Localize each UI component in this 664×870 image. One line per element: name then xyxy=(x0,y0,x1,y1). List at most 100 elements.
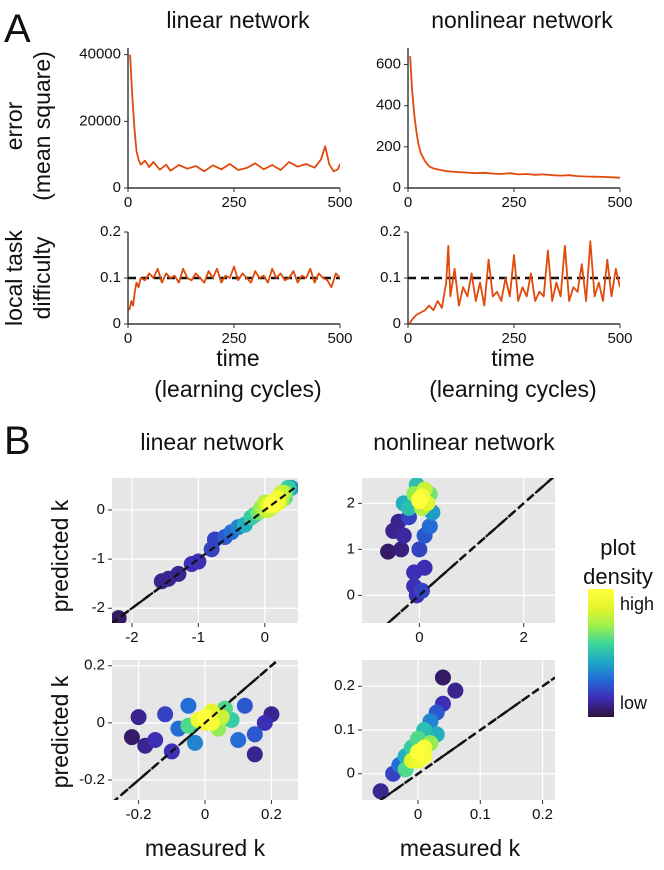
static-layer: A linear network nonlinear network error… xyxy=(1,7,654,861)
x-tick-label: 250 xyxy=(221,330,246,347)
plot-A-error-linear: 0 250 500 0 20000 40000 xyxy=(79,46,352,211)
scatter-point xyxy=(372,783,389,800)
series-line-difficulty xyxy=(128,265,340,311)
y-tick-label: 2 xyxy=(347,494,355,511)
plot-B-linear-bottom: -0.2 0 0.2 -0.2 0 0.2 xyxy=(79,657,298,823)
panel-b-ylabel-bottom: predicted k xyxy=(47,675,73,788)
plot-B-linear-top: -2 -1 0 -2 -1 0 xyxy=(92,478,298,646)
row-label-difficulty-line1: local task xyxy=(1,230,27,326)
panel-a-xlabel-nonlinear-line1: time xyxy=(491,345,534,371)
x-tick-label: 0.2 xyxy=(532,806,553,823)
x-tick-label: 0 xyxy=(414,806,422,823)
colorbar-title-line1: plot xyxy=(600,535,635,560)
y-tick-label: 0.2 xyxy=(100,223,121,240)
scatter-point xyxy=(434,669,451,686)
x-tick-label: 0 xyxy=(124,330,132,347)
scatter-point xyxy=(411,493,428,510)
panel-b-ylabel-top: predicted k xyxy=(47,499,73,612)
y-tick-label: 0 xyxy=(97,501,105,518)
scatter-point xyxy=(112,610,127,623)
series-line-error xyxy=(129,54,340,173)
y-tick-label: 1 xyxy=(347,540,355,557)
x-tick-label: 250 xyxy=(501,194,526,211)
scatter-point xyxy=(157,706,174,723)
reference-line-overlay xyxy=(112,484,298,623)
scatter-point xyxy=(236,697,253,714)
scatter-point xyxy=(413,582,430,599)
scatter-point xyxy=(187,734,204,751)
panel-a-xlabel-linear-line1: time xyxy=(216,345,259,371)
scatter-point xyxy=(147,732,164,748)
series-line-error xyxy=(409,56,620,179)
x-tick-label: 2 xyxy=(520,629,528,646)
x-tick-label: 250 xyxy=(501,330,526,347)
y-tick-label: -1 xyxy=(92,550,105,567)
y-tick-label: 0.2 xyxy=(380,223,401,240)
x-tick-label: 0 xyxy=(261,629,269,646)
scatter-point xyxy=(447,682,464,699)
scatter-point xyxy=(395,527,412,544)
x-tick-label: 0.2 xyxy=(261,806,282,823)
scatter-point xyxy=(393,541,410,558)
row-label-difficulty-line2: difficulty xyxy=(29,236,55,319)
plot-B-nonlinear-bottom: 0 0.1 0.2 0 0.1 0.2 xyxy=(334,660,555,823)
plot-B-nonlinear-top: 0 2 0 1 2 xyxy=(347,478,555,646)
y-tick-label: 0 xyxy=(393,315,401,332)
y-tick-label: 0 xyxy=(113,315,121,332)
y-tick-label: 0.2 xyxy=(334,677,355,694)
colorbar-low-label: low xyxy=(620,693,648,713)
x-tick-label: 500 xyxy=(327,194,352,211)
y-tick-label: 0 xyxy=(113,179,121,196)
y-tick-label: 0 xyxy=(97,714,105,731)
reference-line-overlay xyxy=(113,660,280,800)
scatter-point xyxy=(230,732,247,748)
panel-a-xlabel-linear-line2: (learning cycles) xyxy=(154,376,321,402)
reference-line-overlay xyxy=(386,478,555,623)
x-tick-label: 0 xyxy=(404,194,412,211)
scatter-point xyxy=(246,746,263,763)
x-tick-label: 500 xyxy=(607,194,632,211)
panel-a-xlabel-nonlinear-line2: (learning cycles) xyxy=(429,376,596,402)
plot-A-difficulty-linear: 0 250 500 0 0.1 0.2 xyxy=(100,223,352,347)
x-tick-label: 0 xyxy=(124,194,132,211)
scatter-point xyxy=(421,518,438,535)
y-tick-label: 600 xyxy=(376,55,401,72)
y-tick-label: -0.2 xyxy=(79,771,105,788)
plot-A-error-nonlinear: 0 250 500 0 200 400 600 xyxy=(376,48,633,211)
reference-line-overlay xyxy=(378,676,555,800)
y-tick-label: 0.1 xyxy=(334,721,355,738)
x-tick-label: 0.1 xyxy=(470,806,491,823)
scatter-point xyxy=(130,709,147,726)
scatter-point xyxy=(256,714,273,731)
panel-b-letter: B xyxy=(4,419,31,463)
colorbar-title-line2: density xyxy=(583,564,653,589)
panel-b-title-nonlinear: nonlinear network xyxy=(373,429,555,455)
y-tick-label: 200 xyxy=(376,138,401,155)
scatter-point xyxy=(411,541,428,558)
row-label-error-line1: error xyxy=(1,101,27,150)
panel-b-title-linear: linear network xyxy=(140,429,284,455)
scatter-point xyxy=(190,553,207,570)
x-tick-label: 250 xyxy=(221,194,246,211)
y-tick-label: 0.1 xyxy=(100,269,121,286)
scatter-point xyxy=(197,709,213,726)
y-tick-label: 0.1 xyxy=(380,269,401,286)
x-tick-label: 0 xyxy=(415,629,423,646)
y-tick-label: 0 xyxy=(347,586,355,603)
x-tick-label: 500 xyxy=(607,330,632,347)
scatter-point xyxy=(410,743,427,760)
y-tick-label: 0.2 xyxy=(84,657,105,674)
y-tick-label: 20000 xyxy=(79,112,121,129)
scatter-point xyxy=(180,697,197,714)
x-tick-label: 0 xyxy=(201,806,209,823)
y-tick-label: -2 xyxy=(92,599,105,616)
scatter-point xyxy=(380,543,397,560)
panel-a-letter: A xyxy=(4,7,31,51)
panel-b-xlabel-nonlinear: measured k xyxy=(400,835,521,861)
row-label-error-line2: (mean square) xyxy=(29,51,55,201)
x-tick-label: 0 xyxy=(404,330,412,347)
y-tick-label: 0 xyxy=(393,179,401,196)
x-tick-label: 500 xyxy=(327,330,352,347)
